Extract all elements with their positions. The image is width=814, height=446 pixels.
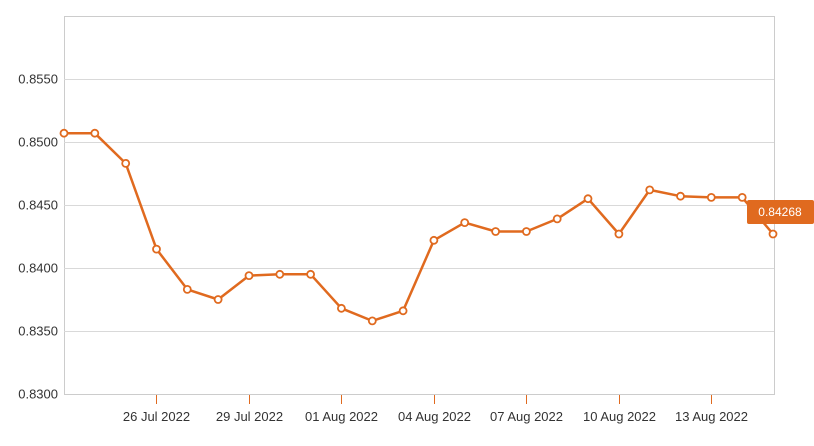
data-point bbox=[367, 316, 377, 326]
data-points bbox=[59, 128, 778, 326]
data-point bbox=[645, 185, 655, 195]
data-point bbox=[213, 295, 223, 304]
data-point bbox=[398, 306, 408, 316]
data-point bbox=[737, 192, 747, 202]
data-point bbox=[768, 229, 778, 239]
data-point bbox=[491, 227, 501, 236]
data-point bbox=[552, 214, 562, 224]
x-tick-label: 07 Aug 2022 bbox=[490, 409, 563, 424]
y-tick-label: 0.8400 bbox=[18, 261, 58, 276]
last-value-label: 0.84268 bbox=[758, 205, 802, 219]
data-point bbox=[614, 229, 624, 239]
data-point bbox=[244, 271, 254, 281]
last-value-flag-box bbox=[747, 200, 814, 224]
data-point bbox=[59, 128, 69, 138]
data-point bbox=[182, 284, 192, 294]
last-value-flag: 0.84268 bbox=[747, 200, 814, 224]
y-tick-label: 0.8350 bbox=[18, 324, 58, 339]
x-tick-label: 26 Jul 2022 bbox=[123, 409, 190, 424]
data-point bbox=[460, 218, 470, 228]
y-tick-label: 0.8300 bbox=[18, 387, 58, 402]
x-tick-label: 10 Aug 2022 bbox=[583, 409, 656, 424]
data-point bbox=[676, 191, 685, 201]
data-point bbox=[121, 158, 131, 168]
data-point bbox=[306, 269, 316, 279]
data-point bbox=[522, 227, 531, 236]
y-tick-label: 0.8450 bbox=[18, 198, 58, 213]
data-point bbox=[152, 244, 161, 254]
data-point bbox=[429, 235, 439, 245]
series-line bbox=[62, 131, 775, 323]
x-tick-label: 04 Aug 2022 bbox=[398, 409, 471, 424]
y-axis-ticks: 0.8300 0.8350 0.8400 0.8450 0.8500 0.8550 bbox=[18, 72, 58, 402]
data-point bbox=[706, 192, 716, 202]
x-tick-label: 13 Aug 2022 bbox=[675, 409, 748, 424]
x-tick-label: 29 Jul 2022 bbox=[216, 409, 283, 424]
y-tick-label: 0.8500 bbox=[18, 135, 58, 150]
data-point bbox=[336, 303, 346, 313]
x-axis-ticks: 26 Jul 2022 29 Jul 2022 01 Aug 2022 04 Aug … bbox=[123, 395, 748, 424]
y-tick-label: 0.8550 bbox=[18, 72, 58, 87]
data-point bbox=[90, 128, 100, 138]
data-point bbox=[583, 194, 593, 204]
x-tick-label: 01 Aug 2022 bbox=[305, 409, 378, 424]
data-point bbox=[275, 269, 285, 279]
gridlines bbox=[64, 79, 774, 332]
